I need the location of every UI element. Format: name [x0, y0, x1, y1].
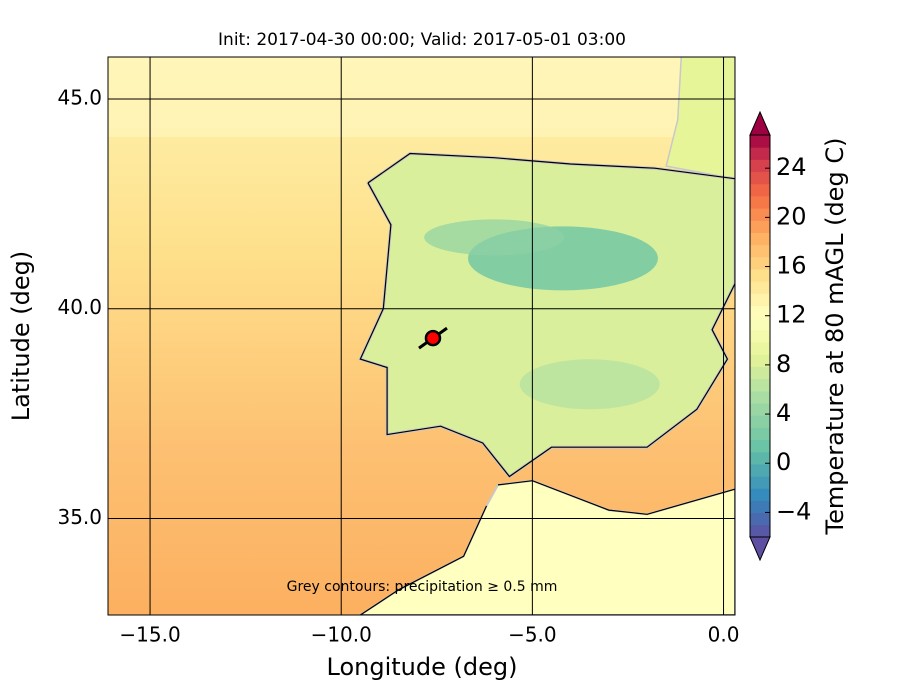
colorbar-band: [750, 476, 770, 489]
sea-north: [108, 57, 735, 137]
colorbar-band: [750, 220, 770, 233]
colorbar-extend-top: [749, 110, 771, 136]
colorbar-extend-bottom: [749, 536, 771, 562]
colorbar-tick-label: 24: [776, 153, 807, 181]
colorbar-tick-label: 0: [776, 448, 791, 476]
colorbar-band: [750, 342, 770, 355]
colorbar-band: [750, 524, 770, 538]
y-tick-label: 40.0: [57, 295, 102, 319]
colorbar-band: [750, 403, 770, 416]
coastline: [359, 152, 735, 478]
map-layer: [108, 57, 735, 615]
colorbar-tick-label: 16: [776, 252, 807, 280]
x-tick-label: −5.0: [508, 623, 557, 647]
colorbar-frame: [749, 134, 771, 538]
colorbar-band: [750, 500, 770, 514]
y-tick-label: 45.0: [57, 85, 102, 109]
coastline: [359, 480, 735, 615]
chart-title: Init: 2017-04-30 00:00; Valid: 2017-05-0…: [218, 30, 626, 50]
colorbar-band: [750, 305, 770, 319]
x-axis-label: Longitude (deg): [327, 653, 518, 681]
colorbar-band: [750, 366, 770, 380]
colorbar-band: [750, 195, 770, 209]
cool-region: [519, 359, 660, 410]
site-marker: [424, 329, 442, 347]
colorbar-band: [750, 415, 770, 428]
colorbar-band: [750, 147, 770, 160]
colorbar-band: [750, 269, 770, 282]
plot-frame: [107, 56, 736, 616]
colorbar-band: [750, 256, 770, 270]
y-axis-label: Latitude (deg): [7, 251, 35, 421]
colorbar-band: [750, 293, 770, 307]
colorbar-band: [750, 208, 770, 221]
colorbar-tick-label: 20: [776, 202, 807, 230]
y-tick-label: 35.0: [57, 505, 102, 529]
colorbar-band: [750, 281, 770, 294]
colorbar-band: [750, 135, 770, 148]
colorbar-band: [750, 317, 770, 331]
colorbar-band: [750, 329, 770, 343]
colorbar-band: [750, 427, 770, 441]
colorbar-band: [750, 171, 770, 185]
colorbar-tick-label: 12: [776, 301, 807, 329]
colorbar-band: [750, 378, 770, 392]
colorbar-band: [750, 244, 770, 258]
colorbar-band: [750, 451, 770, 465]
colorbar-band: [750, 232, 770, 246]
colorbar-band: [750, 354, 770, 367]
colorbar-tick-label: −4: [776, 497, 811, 525]
colorbar-tick-label: 4: [776, 399, 791, 427]
colorbar-band: [750, 159, 770, 173]
colorbar-tick-label: 8: [776, 350, 791, 378]
x-tick-label: −10.0: [311, 623, 372, 647]
colorbar-band: [750, 488, 770, 501]
colorbar-band: [750, 439, 770, 453]
x-tick-label: −15.0: [119, 623, 180, 647]
colorbar-label: Temperature at 80 mAGL (deg C): [821, 138, 849, 536]
colorbar-band: [750, 463, 770, 477]
cool-region: [424, 219, 565, 256]
x-tick-label: 0.0: [708, 623, 740, 647]
annotation: Grey contours: precipitation ≥ 0.5 mm: [287, 579, 558, 595]
colorbar-band: [750, 390, 770, 404]
colorbar-band: [750, 183, 770, 197]
colorbar-band: [750, 512, 770, 526]
